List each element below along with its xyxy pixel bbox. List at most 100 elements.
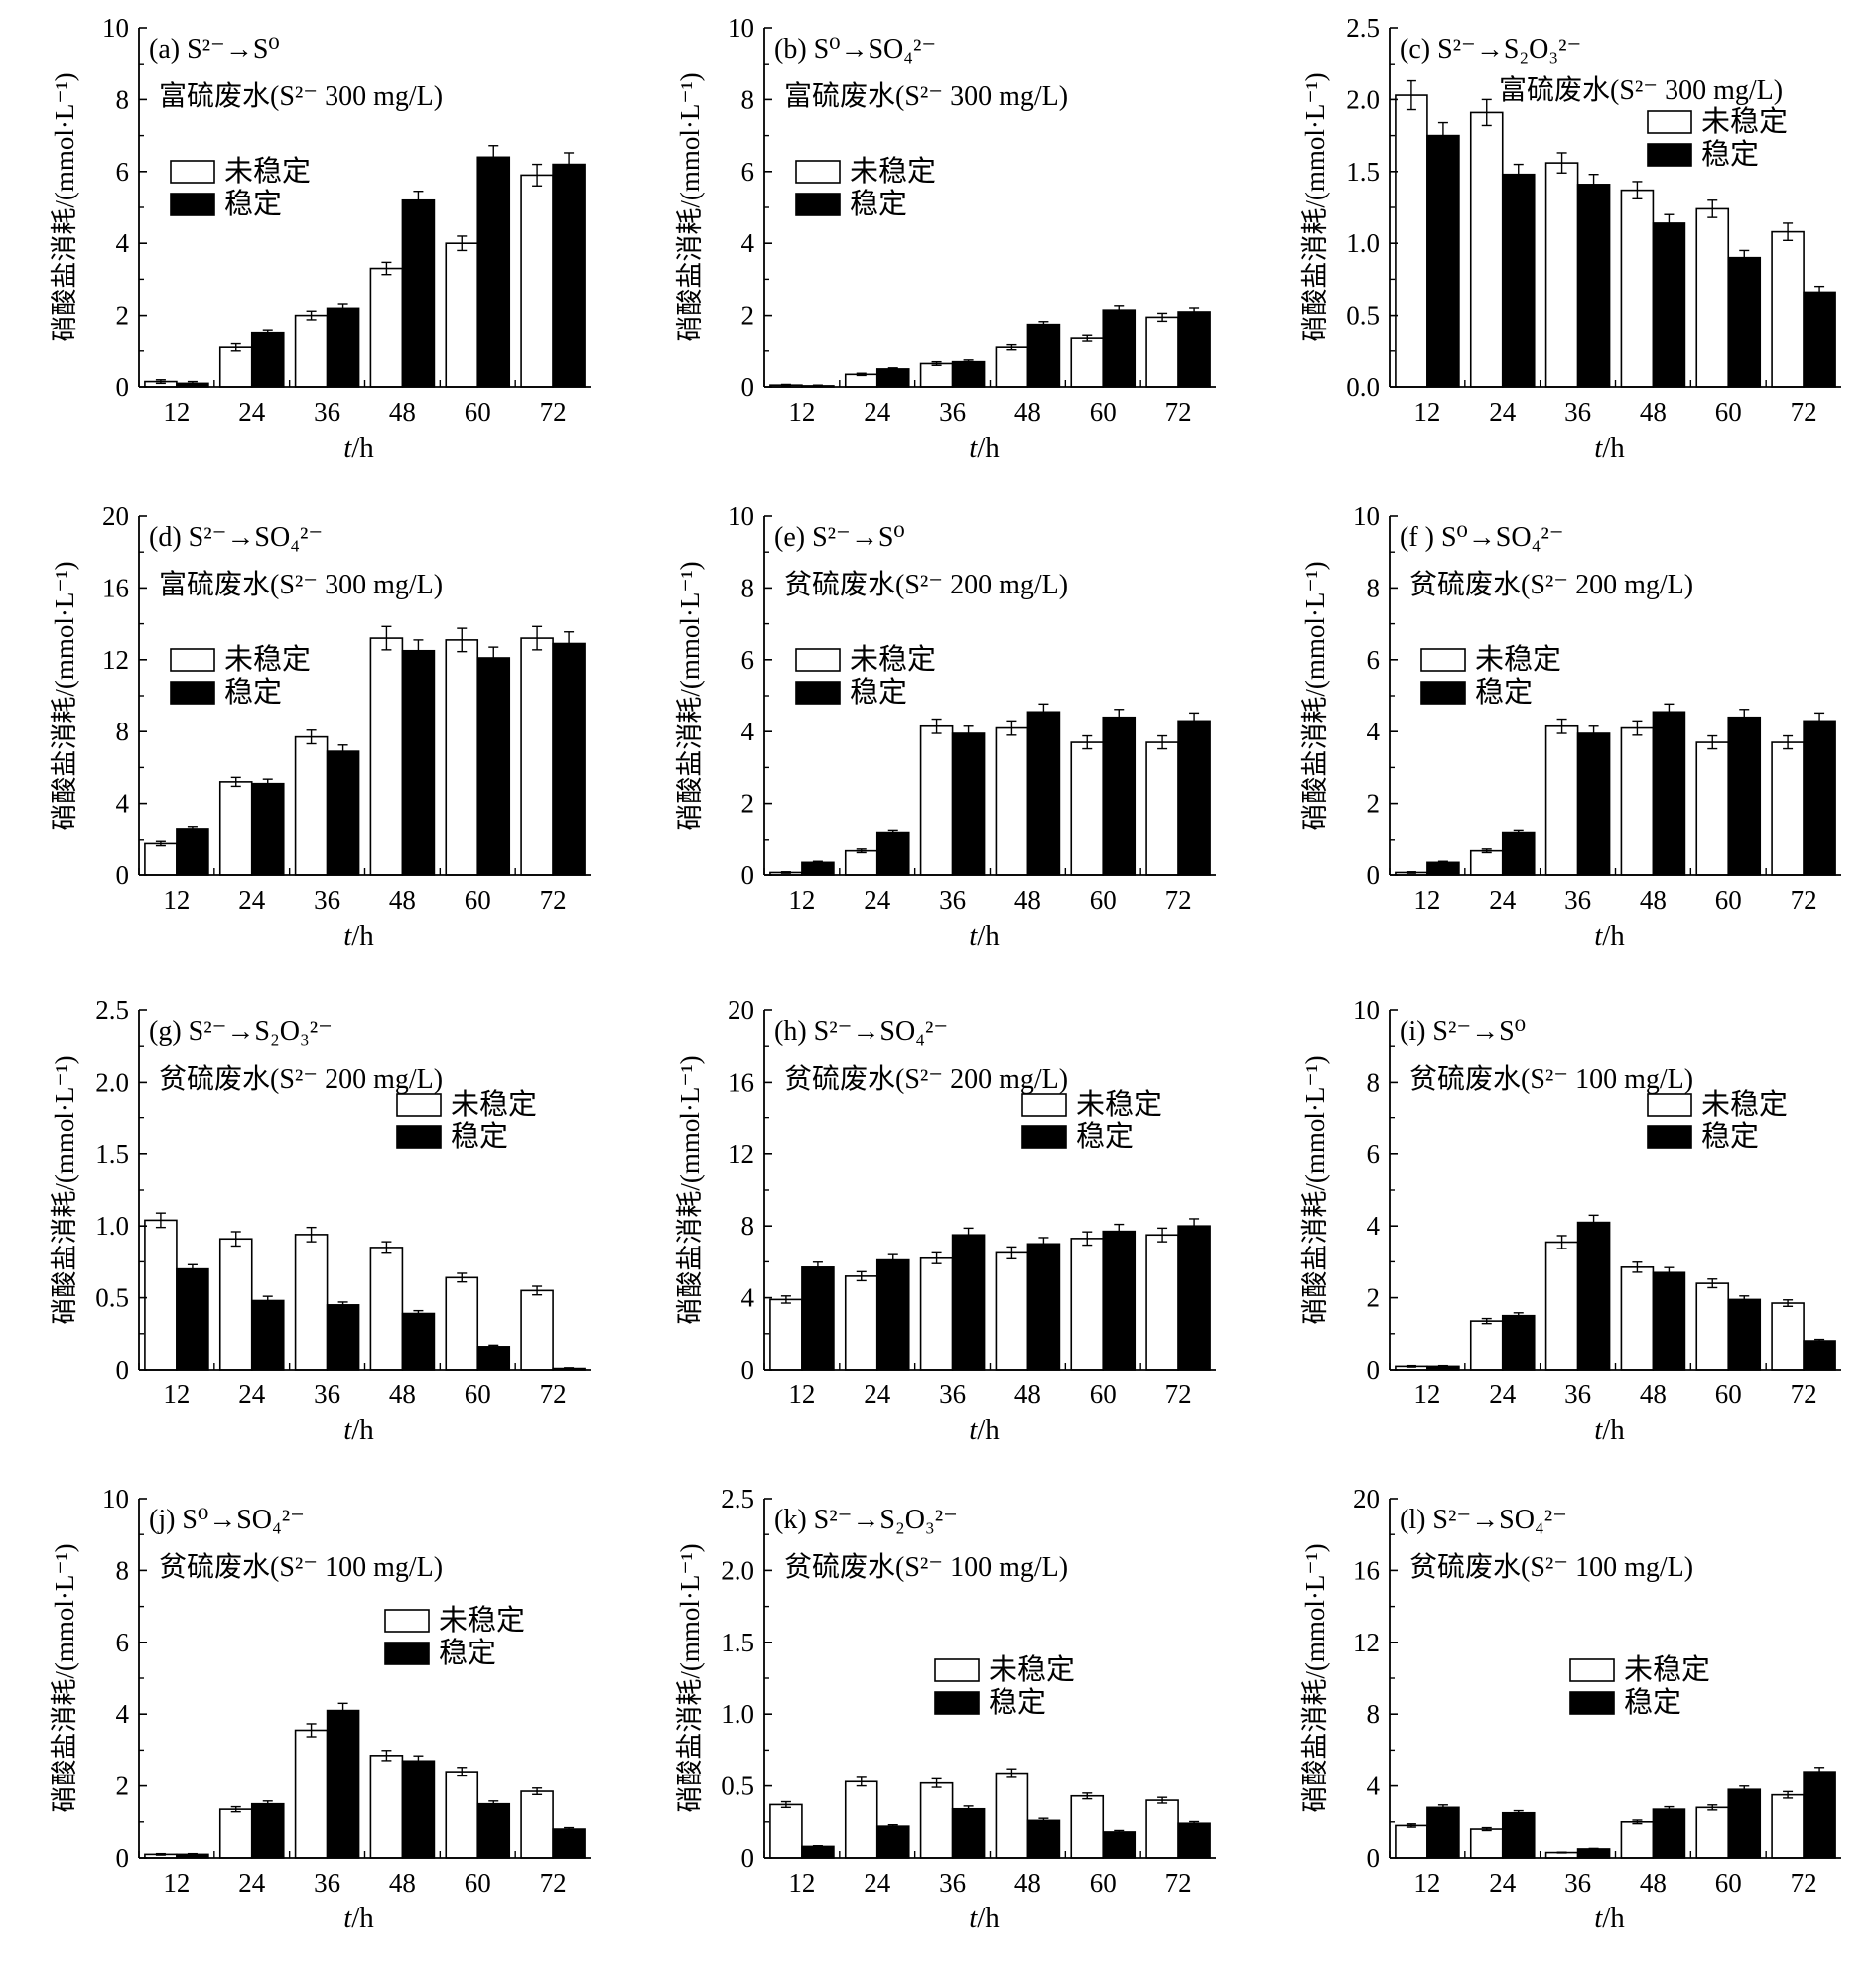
bar-l-stable-36 bbox=[1576, 1848, 1611, 1859]
error-bar-l-stable-72 bbox=[1814, 1767, 1825, 1773]
legend-label-i-stable: 稳定 bbox=[1701, 1120, 1759, 1153]
y-tick-label-l-1: 4 bbox=[1367, 1772, 1381, 1801]
error-bar-g-unstable-36 bbox=[306, 1226, 317, 1243]
error-bar-k-stable-24 bbox=[887, 1823, 898, 1827]
bar-l-unstable-12 bbox=[1395, 1824, 1428, 1859]
error-bar-j-unstable-60 bbox=[457, 1767, 468, 1777]
x-tick-label-f-24: 24 bbox=[1489, 885, 1517, 915]
legend-swatch-k-stable bbox=[934, 1691, 980, 1715]
bar-d-stable-48 bbox=[401, 649, 436, 876]
y-tick-label-j-4: 8 bbox=[116, 1555, 130, 1585]
y-tick-label-e-2: 4 bbox=[741, 717, 755, 746]
y-axis-label-g: 硝酸盐消耗/(mmol·L⁻¹) bbox=[50, 1055, 79, 1324]
bar-a-stable-72 bbox=[552, 163, 586, 388]
legend-swatch-a-unstable bbox=[170, 160, 215, 184]
x-tick-label-e-60: 60 bbox=[1090, 885, 1117, 915]
y-tick-label-a-5: 10 bbox=[102, 13, 129, 43]
legend-swatch-d-stable bbox=[170, 681, 215, 705]
bar-g-stable-48 bbox=[401, 1312, 436, 1371]
bar-b-unstable-72 bbox=[1145, 316, 1179, 388]
y-tick-label-i-0: 0 bbox=[1367, 1355, 1381, 1384]
chart-panel-g: 0 0.5 1.0 1.5 2.0 2.5 12 24 36 48 60 72 t/h 硝酸盐消耗/(mm… bbox=[50, 995, 591, 1446]
bar-c-unstable-24 bbox=[1469, 111, 1504, 388]
y-tick-label-g-1: 0.5 bbox=[95, 1283, 129, 1313]
bar-a-unstable-24 bbox=[218, 346, 253, 388]
error-bar-f-stable-12 bbox=[1437, 860, 1448, 863]
x-tick-label-k-60: 60 bbox=[1090, 1868, 1117, 1898]
error-bar-b-stable-12 bbox=[812, 384, 823, 386]
error-bar-b-unstable-12 bbox=[780, 383, 791, 387]
bar-f-stable-72 bbox=[1803, 720, 1836, 876]
error-bar-c-stable-48 bbox=[1664, 213, 1675, 223]
error-bar-a-unstable-36 bbox=[306, 310, 317, 321]
error-bar-a-stable-24 bbox=[262, 329, 273, 333]
bar-j-unstable-72 bbox=[520, 1790, 554, 1859]
panel-subtitle-f: 贫硫废水(S²⁻ 200 mg/L) bbox=[1409, 569, 1693, 600]
y-axis-label-d: 硝酸盐消耗/(mmol·L⁻¹) bbox=[50, 561, 79, 830]
legend-swatch-b-stable bbox=[795, 193, 841, 216]
bar-a-unstable-60 bbox=[445, 242, 479, 388]
y-axis-label-l: 硝酸盐消耗/(mmol·L⁻¹) bbox=[1300, 1543, 1330, 1812]
error-bar-k-unstable-48 bbox=[1006, 1768, 1017, 1778]
legend-swatch-f-unstable bbox=[1420, 648, 1466, 672]
x-tick-label-h-36: 36 bbox=[939, 1380, 966, 1409]
x-tick-label-g-24: 24 bbox=[238, 1380, 266, 1409]
bar-i-unstable-60 bbox=[1695, 1282, 1730, 1371]
legend-label-e-unstable: 未稳定 bbox=[850, 643, 936, 676]
bar-d-stable-72 bbox=[552, 642, 586, 876]
error-bar-e-stable-12 bbox=[812, 860, 823, 863]
legend-label-j-unstable: 未稳定 bbox=[439, 1604, 525, 1637]
error-bar-b-stable-60 bbox=[1114, 305, 1125, 311]
error-bar-e-stable-60 bbox=[1114, 709, 1125, 718]
bar-h-stable-36 bbox=[951, 1234, 986, 1371]
bar-d-stable-24 bbox=[250, 782, 285, 876]
panel-title-l: (l) S²⁻→SO₄²⁻ bbox=[1400, 1505, 1567, 1535]
legend-label-g-stable: 稳定 bbox=[451, 1120, 508, 1153]
y-tick-label-l-3: 12 bbox=[1353, 1628, 1380, 1657]
error-bar-b-stable-72 bbox=[1189, 307, 1200, 312]
bar-k-unstable-24 bbox=[844, 1780, 878, 1859]
error-bar-g-unstable-12 bbox=[155, 1212, 166, 1229]
error-bar-j-stable-72 bbox=[564, 1826, 575, 1830]
y-tick-label-h-5: 20 bbox=[728, 995, 754, 1025]
y-tick-label-k-1: 0.5 bbox=[721, 1772, 754, 1801]
legend-swatch-f-stable bbox=[1420, 681, 1466, 705]
error-bar-k-unstable-24 bbox=[856, 1776, 867, 1787]
bar-l-unstable-24 bbox=[1469, 1828, 1504, 1859]
y-tick-label-b-0: 0 bbox=[741, 372, 755, 402]
error-bar-a-stable-36 bbox=[337, 303, 348, 309]
error-bar-d-unstable-72 bbox=[532, 625, 543, 651]
y-tick-label-d-1: 4 bbox=[116, 789, 130, 819]
error-bar-i-stable-12 bbox=[1437, 1364, 1448, 1367]
x-tick-label-l-36: 36 bbox=[1564, 1868, 1591, 1898]
bar-j-unstable-36 bbox=[294, 1729, 329, 1859]
error-bar-b-stable-48 bbox=[1038, 321, 1049, 325]
bar-j-stable-24 bbox=[250, 1802, 285, 1859]
legend-label-c-unstable: 未稳定 bbox=[1701, 105, 1788, 138]
y-tick-label-c-0: 0.0 bbox=[1346, 372, 1380, 402]
x-tick-label-i-36: 36 bbox=[1564, 1380, 1591, 1409]
x-tick-label-d-12: 12 bbox=[163, 885, 190, 915]
y-tick-label-e-5: 10 bbox=[728, 501, 754, 531]
bar-b-stable-72 bbox=[1177, 311, 1211, 388]
error-bar-h-unstable-48 bbox=[1006, 1246, 1017, 1260]
bar-a-unstable-48 bbox=[369, 267, 404, 388]
error-bar-k-unstable-12 bbox=[780, 1800, 791, 1809]
x-tick-label-d-60: 60 bbox=[465, 885, 491, 915]
y-tick-label-k-2: 1.0 bbox=[721, 1699, 754, 1729]
legend-swatch-d-unstable bbox=[170, 648, 215, 672]
bar-g-stable-60 bbox=[476, 1346, 511, 1371]
error-bar-l-unstable-12 bbox=[1406, 1823, 1416, 1828]
y-tick-label-g-0: 0 bbox=[116, 1355, 130, 1384]
x-tick-label-h-60: 60 bbox=[1090, 1380, 1117, 1409]
x-tick-label-e-72: 72 bbox=[1165, 885, 1192, 915]
error-bar-d-unstable-12 bbox=[155, 840, 166, 847]
error-bar-k-stable-36 bbox=[963, 1805, 974, 1809]
x-tick-label-i-48: 48 bbox=[1640, 1380, 1667, 1409]
bar-h-stable-72 bbox=[1177, 1225, 1211, 1371]
legend-label-h-stable: 稳定 bbox=[1076, 1120, 1134, 1153]
